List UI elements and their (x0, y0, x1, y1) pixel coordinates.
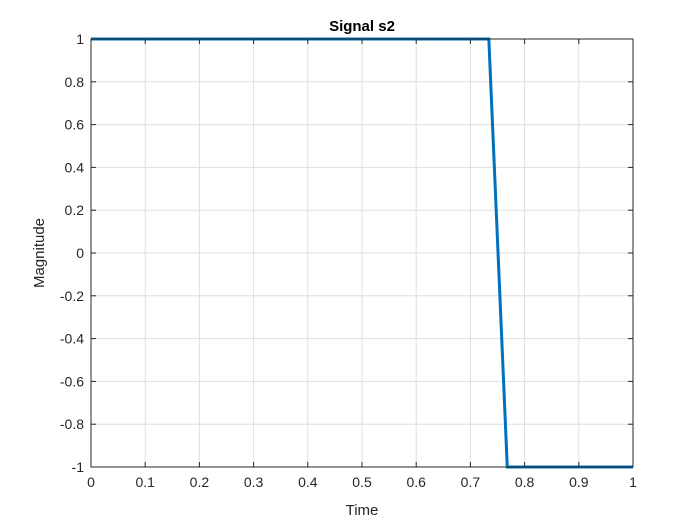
y-tick-label: -0.6 (60, 373, 84, 389)
y-tick-label: 1 (76, 31, 84, 47)
x-tick-label: 0.2 (190, 474, 210, 490)
x-tick-label: 0.1 (135, 474, 155, 490)
y-tick-label: -0.8 (60, 416, 84, 432)
y-tick-label: 0.6 (65, 117, 85, 133)
y-tick-label: -0.4 (60, 331, 84, 347)
x-tick-label: 0.4 (298, 474, 318, 490)
x-tick-label: 0.9 (569, 474, 589, 490)
y-tick-label: -0.2 (60, 288, 84, 304)
x-tick-label: 1 (629, 474, 637, 490)
x-tick-label: 0.7 (461, 474, 481, 490)
x-tick-label: 0.6 (406, 474, 426, 490)
chart-title: Signal s2 (329, 18, 395, 35)
x-tick-label: 0.8 (515, 474, 535, 490)
y-tick-label: 0.4 (65, 159, 85, 175)
y-tick-label: 0.2 (65, 202, 85, 218)
axis-ticks: 0 0.1 0.2 0.3 0.4 0.5 0.6 0.7 0.8 0.9 1 -1 -0.8 -0.6 -… (60, 31, 637, 490)
y-tick-label: 0 (76, 245, 84, 261)
y-tick-label: 0.8 (65, 74, 85, 90)
x-axis-label: Time (346, 502, 379, 519)
x-tick-label: 0 (87, 474, 95, 490)
x-tick-label: 0.5 (352, 474, 372, 490)
y-tick-label: -1 (72, 459, 85, 475)
y-axis-label: Magnitude (31, 218, 48, 288)
x-tick-label: 0.3 (244, 474, 264, 490)
